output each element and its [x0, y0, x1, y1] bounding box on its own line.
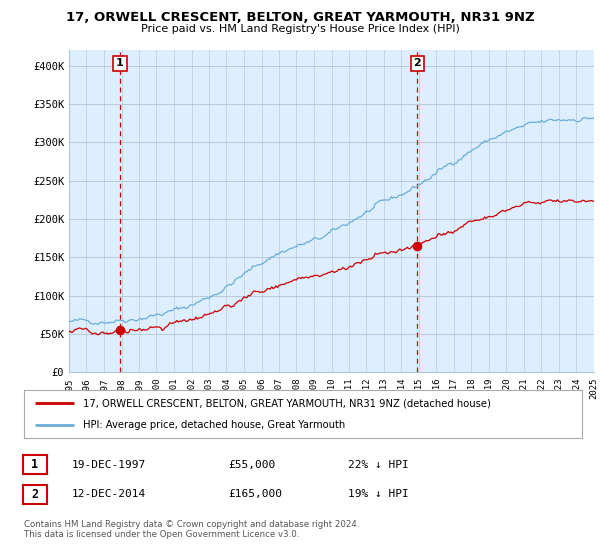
Text: 17, ORWELL CRESCENT, BELTON, GREAT YARMOUTH, NR31 9NZ (detached house): 17, ORWELL CRESCENT, BELTON, GREAT YARMO… — [83, 398, 490, 408]
Text: Contains HM Land Registry data © Crown copyright and database right 2024.
This d: Contains HM Land Registry data © Crown c… — [24, 520, 359, 539]
Text: 19-DEC-1997: 19-DEC-1997 — [72, 460, 146, 470]
Text: 2: 2 — [413, 58, 421, 68]
Text: 22% ↓ HPI: 22% ↓ HPI — [348, 460, 409, 470]
Text: 1: 1 — [31, 458, 38, 472]
Point — [413, 241, 422, 250]
Text: £165,000: £165,000 — [228, 489, 282, 500]
Text: Price paid vs. HM Land Registry's House Price Index (HPI): Price paid vs. HM Land Registry's House … — [140, 24, 460, 34]
Text: HPI: Average price, detached house, Great Yarmouth: HPI: Average price, detached house, Grea… — [83, 420, 345, 430]
Point — [115, 326, 125, 335]
Text: £55,000: £55,000 — [228, 460, 275, 470]
Text: 19% ↓ HPI: 19% ↓ HPI — [348, 489, 409, 500]
Text: 2: 2 — [31, 488, 38, 501]
Text: 17, ORWELL CRESCENT, BELTON, GREAT YARMOUTH, NR31 9NZ: 17, ORWELL CRESCENT, BELTON, GREAT YARMO… — [65, 11, 535, 24]
Text: 1: 1 — [116, 58, 124, 68]
Text: 12-DEC-2014: 12-DEC-2014 — [72, 489, 146, 500]
